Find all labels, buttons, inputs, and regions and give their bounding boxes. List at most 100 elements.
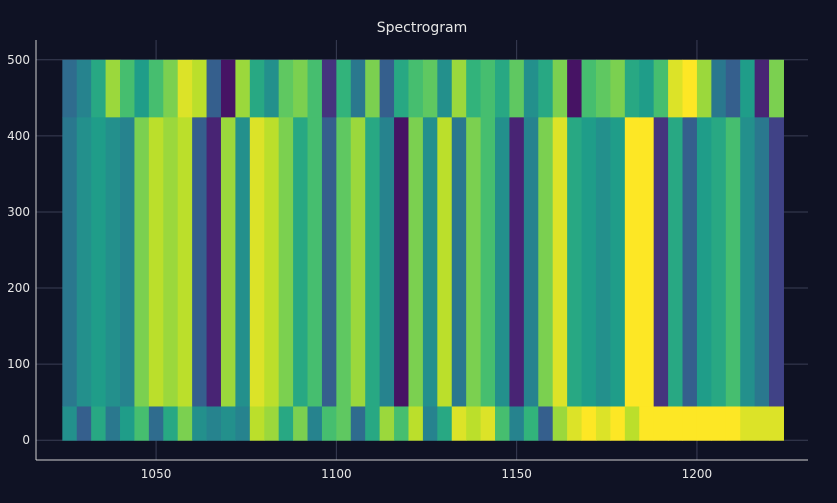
heatmap-cell xyxy=(682,116,698,407)
heatmap-cell xyxy=(278,116,294,407)
heatmap-cell xyxy=(408,405,424,441)
heatmap-cell xyxy=(76,116,92,407)
heatmap-cell xyxy=(610,405,626,441)
heatmap-cell xyxy=(177,59,193,118)
heatmap-cell xyxy=(437,116,453,407)
heatmap-cell xyxy=(624,116,640,407)
y-tick-label: 0 xyxy=(22,433,30,447)
heatmap-cell xyxy=(422,405,438,441)
heatmap-cell xyxy=(552,59,568,118)
heatmap-cell xyxy=(422,59,438,118)
heatmap-cell xyxy=(307,405,323,441)
heatmap-cell xyxy=(394,405,409,441)
heatmap-cell xyxy=(581,59,597,118)
heatmap-cell xyxy=(538,59,554,118)
heatmap-cell xyxy=(293,405,309,441)
heatmap-cell xyxy=(192,59,208,118)
heatmap-cell xyxy=(480,59,496,118)
heatmap-cell xyxy=(350,405,366,441)
heatmap-cell xyxy=(653,405,669,441)
heatmap-cell xyxy=(653,59,669,118)
heatmap-cell xyxy=(278,405,294,441)
heatmap-cell xyxy=(91,59,107,118)
heatmap-cell xyxy=(711,59,727,118)
heatmap-cell xyxy=(264,116,280,407)
heatmap-cell xyxy=(120,59,135,118)
heatmap-cell xyxy=(740,405,756,441)
heatmap-cell xyxy=(220,59,236,118)
heatmap-cell xyxy=(220,116,236,407)
heatmap-cell xyxy=(740,59,756,118)
heatmap-cell xyxy=(350,116,366,407)
heatmap-cell xyxy=(595,59,611,118)
heatmap-cell xyxy=(336,59,352,118)
heatmap-cell xyxy=(466,116,482,407)
heatmap-cell xyxy=(451,116,467,407)
heatmap-cell xyxy=(480,405,496,441)
heatmap-cell xyxy=(206,59,222,118)
heatmap-cell xyxy=(321,59,337,118)
heatmap-cell xyxy=(639,59,655,118)
heatmap-cell xyxy=(307,59,323,118)
heatmap-cell xyxy=(249,59,265,118)
heatmap-cell xyxy=(668,116,684,407)
heatmap-cell xyxy=(134,59,150,118)
heatmap-cell xyxy=(120,116,135,407)
heatmap-cell xyxy=(379,405,395,441)
heatmap-cell xyxy=(350,59,366,118)
y-tick-label: 300 xyxy=(7,205,30,219)
heatmap-cell xyxy=(278,59,294,118)
heatmap-cell xyxy=(769,116,784,407)
heatmap-cell xyxy=(538,116,554,407)
heatmap-cell xyxy=(91,116,107,407)
heatmap-cell xyxy=(206,116,222,407)
y-tick-label: 400 xyxy=(7,129,30,143)
heatmap-cell xyxy=(177,116,193,407)
heatmap-cell xyxy=(668,405,684,441)
heatmap-cell xyxy=(249,116,265,407)
heatmap-cell xyxy=(567,405,583,441)
heatmap-cell xyxy=(523,59,539,118)
heatmap-cell xyxy=(711,405,727,441)
heatmap-cell xyxy=(595,116,611,407)
heatmap-cell xyxy=(264,405,280,441)
heatmap-cell xyxy=(336,116,352,407)
heatmap-cell xyxy=(307,116,323,407)
x-tick-label: 1100 xyxy=(321,467,352,481)
heatmap-cell xyxy=(581,405,597,441)
heatmap-cell xyxy=(451,405,467,441)
heatmap-cell xyxy=(336,405,352,441)
heatmap-cell xyxy=(610,116,626,407)
heatmap-cell xyxy=(91,405,107,441)
x-tick-label: 1200 xyxy=(682,467,713,481)
heatmap-cell xyxy=(365,59,381,118)
heatmap-cell xyxy=(610,59,626,118)
heatmap-cell xyxy=(639,405,655,441)
heatmap-cell xyxy=(206,405,222,441)
heatmap-cell xyxy=(76,59,92,118)
heatmap-cell xyxy=(466,59,482,118)
chart-title: Spectrogram xyxy=(377,20,467,36)
heatmap-cell xyxy=(394,59,409,118)
heatmap-cell xyxy=(293,59,309,118)
heatmap-cell xyxy=(754,405,770,441)
heatmap-cell xyxy=(148,405,164,441)
heatmap-cell xyxy=(624,405,640,441)
heatmap-cell xyxy=(235,59,251,118)
heatmap-cell xyxy=(249,405,265,441)
heatmap-cell xyxy=(163,116,179,407)
heatmap-cell xyxy=(668,59,684,118)
heatmap-cell xyxy=(177,405,193,441)
heatmap-cell xyxy=(76,405,92,441)
x-tick-label: 1050 xyxy=(141,467,172,481)
heatmap-cell xyxy=(163,405,179,441)
heatmap-cell xyxy=(696,59,712,118)
heatmap-cell xyxy=(408,116,424,407)
heatmap-cell xyxy=(567,116,583,407)
heatmap-cell xyxy=(148,116,164,407)
heatmap-cell xyxy=(523,405,539,441)
heatmap-cell xyxy=(437,59,453,118)
heatmap-cell xyxy=(451,59,467,118)
heatmap-cell xyxy=(264,59,280,118)
heatmap-cell xyxy=(682,59,698,118)
